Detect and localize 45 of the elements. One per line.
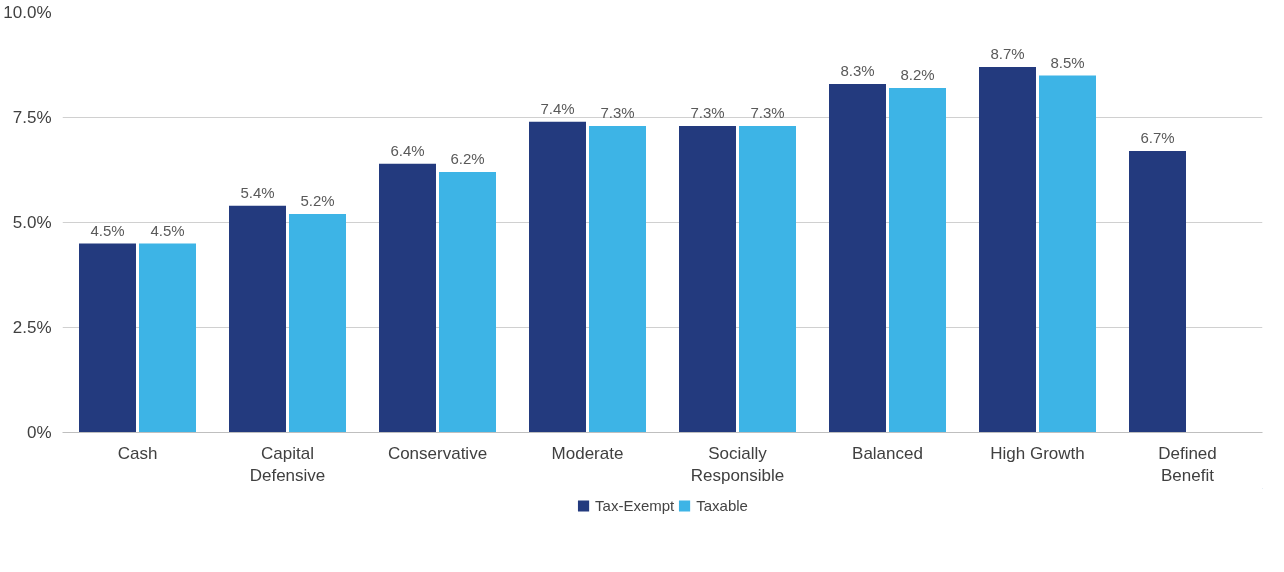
x-tick-label: Capital Defensive <box>249 443 326 486</box>
data-label: 7.4% <box>540 99 575 117</box>
data-label: 6.2% <box>450 150 485 168</box>
y-tick-label: 7.5% <box>12 108 52 127</box>
bar <box>889 88 946 433</box>
legend-label: Tax-Exempt <box>595 496 675 514</box>
bar <box>139 243 196 433</box>
y-tick-label: 2.5% <box>12 318 52 337</box>
bar <box>439 172 496 433</box>
bar <box>829 83 886 433</box>
data-label: 8.3% <box>840 61 875 79</box>
bar <box>589 125 646 433</box>
bar <box>679 125 736 433</box>
x-tick-label: Balanced <box>852 443 923 463</box>
data-label: 4.5% <box>150 221 185 239</box>
data-label: 8.5% <box>1050 53 1085 71</box>
data-label: 8.7% <box>990 45 1025 63</box>
data-label: 7.3% <box>690 103 725 121</box>
bar <box>739 125 796 433</box>
x-tick-label: Defined Benefit <box>1158 443 1217 486</box>
bar <box>1039 75 1096 433</box>
bar <box>979 67 1036 433</box>
y-tick-label: 0% <box>26 423 52 442</box>
x-tick-label: High Growth <box>990 443 1085 463</box>
x-tick-label: Socially Responsible <box>690 443 785 486</box>
x-tick-label: Conservative <box>387 443 488 463</box>
data-label: 7.3% <box>600 103 635 121</box>
legend-label: Taxable <box>696 496 748 514</box>
data-label: 7.3% <box>750 103 785 121</box>
y-tick-label: 10.0% <box>3 3 52 22</box>
data-label: 6.4% <box>390 141 425 159</box>
bar <box>229 205 286 433</box>
x-tick-label: Moderate <box>551 443 624 463</box>
data-label: 6.7% <box>1140 129 1175 147</box>
bar <box>1129 151 1186 433</box>
y-tick-label: 5.0% <box>12 213 52 232</box>
data-label: 4.5% <box>90 221 125 239</box>
bar <box>379 163 436 433</box>
x-tick-label: Cash <box>117 443 158 463</box>
bar <box>289 214 346 433</box>
data-label: 8.2% <box>900 66 935 84</box>
data-label: 5.2% <box>300 192 335 210</box>
bar <box>529 121 586 433</box>
data-label: 5.4% <box>240 183 275 201</box>
bar <box>79 243 136 433</box>
